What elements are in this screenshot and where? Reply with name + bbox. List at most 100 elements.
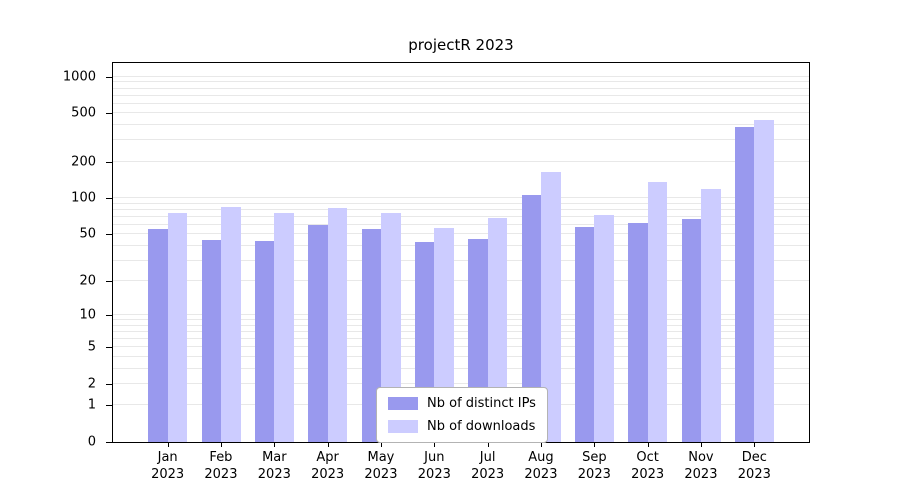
legend-label-downloads: Nb of downloads <box>427 419 536 434</box>
xtick-mark <box>594 443 596 447</box>
gridline <box>113 367 809 369</box>
xtick-label-nov: Nov 2023 <box>684 450 718 482</box>
bar-distinct-ips-feb <box>201 239 221 442</box>
ytick-mark <box>106 405 112 407</box>
bar-distinct-ips-aug <box>521 194 541 442</box>
ytick-label-500: 500 <box>71 105 96 121</box>
xtick-label-dec: Dec 2023 <box>737 450 771 482</box>
ytick-mark <box>106 234 112 236</box>
gridline <box>113 223 809 225</box>
ytick-label-10: 10 <box>79 307 96 323</box>
ytick-label-1: 1 <box>87 397 96 413</box>
gridline <box>113 314 809 316</box>
ytick-mark <box>106 161 112 163</box>
bar-distinct-ips-sep <box>574 226 595 442</box>
bar-downloads-feb <box>221 206 241 442</box>
gridline <box>113 202 809 204</box>
ytick-mark <box>106 113 112 115</box>
gridline <box>113 75 809 77</box>
legend-label-distinct-ips: Nb of distinct IPs <box>427 396 536 411</box>
xtick-mark <box>434 443 436 447</box>
ytick-label-0: 0 <box>87 434 96 450</box>
legend-swatch-downloads <box>388 420 418 433</box>
xtick-label-apr: Apr 2023 <box>311 450 345 482</box>
xtick-mark <box>221 443 222 447</box>
xtick-label-jun: Jun 2023 <box>417 450 451 482</box>
gridline <box>113 324 809 326</box>
gridline <box>113 244 809 246</box>
gridline <box>113 197 809 199</box>
xtick-label-mar: Mar 2023 <box>257 450 291 482</box>
gridline <box>113 102 809 104</box>
gridline <box>113 87 809 89</box>
gridline <box>113 112 809 114</box>
ytick-mark <box>106 442 112 443</box>
gridline <box>113 280 809 282</box>
gridline <box>113 319 809 321</box>
bar-distinct-ips-nov <box>681 219 701 442</box>
legend-swatch-distinct-ips <box>388 397 418 410</box>
gridline <box>113 259 809 261</box>
gridline <box>113 355 809 357</box>
gridline <box>113 124 809 126</box>
bar-downloads-mar <box>274 213 294 442</box>
bar-distinct-ips-dec <box>734 126 755 442</box>
bar-distinct-ips-jan <box>148 229 168 442</box>
bar-downloads-dec <box>754 120 774 442</box>
ytick-mark <box>106 76 112 78</box>
bar-distinct-ips-apr <box>308 224 328 442</box>
xtick-label-jan: Jan 2023 <box>151 450 185 482</box>
bar-downloads-jan <box>167 213 188 442</box>
gridline <box>113 160 809 162</box>
xtick-mark <box>167 443 169 447</box>
legend-item-distinct-ips: Nb of distinct IPs <box>388 396 536 411</box>
ytick-mark <box>106 383 112 385</box>
gridline <box>113 382 809 384</box>
bar-downloads-oct <box>647 182 668 442</box>
xtick-mark <box>487 443 489 447</box>
xtick-label-feb: Feb 2023 <box>204 450 238 482</box>
xtick-label-may: May 2023 <box>364 450 398 482</box>
bar-downloads-apr <box>327 208 348 442</box>
legend: Nb of distinct IPs Nb of downloads <box>376 387 548 443</box>
ytick-mark <box>106 347 112 349</box>
xtick-label-jul: Jul 2023 <box>471 450 505 482</box>
xtick-label-sep: Sep 2023 <box>577 450 611 482</box>
gridline <box>113 215 809 217</box>
bar-distinct-ips-oct <box>628 223 648 442</box>
y-axis: 0 1 2 5 10 20 50 100 200 500 1000 <box>0 63 112 450</box>
legend-item-downloads: Nb of downloads <box>388 419 536 434</box>
bar-downloads-aug <box>541 171 561 442</box>
bar-downloads-may <box>381 213 401 442</box>
gridline <box>113 208 809 210</box>
chart-title: projectR 2023 <box>408 36 514 54</box>
xtick-mark <box>701 443 702 447</box>
bar-downloads-nov <box>701 188 721 442</box>
gridline <box>113 346 809 348</box>
plot-area: Nb of distinct IPs Nb of downloads <box>112 62 810 443</box>
ytick-label-20: 20 <box>79 273 96 289</box>
xtick-mark <box>647 443 649 447</box>
gridline <box>113 94 809 96</box>
ytick-mark <box>106 281 112 283</box>
bar-distinct-ips-mar <box>254 240 275 442</box>
xtick-label-oct: Oct 2023 <box>631 450 665 482</box>
ytick-label-1000: 1000 <box>62 69 96 85</box>
bar-downloads-jul <box>487 218 508 442</box>
xtick-mark <box>327 443 329 447</box>
ytick-mark <box>106 198 112 200</box>
gridline <box>113 81 809 83</box>
ytick-label-2: 2 <box>87 376 96 392</box>
gridline <box>113 139 809 141</box>
xtick-mark <box>541 443 542 447</box>
ytick-label-200: 200 <box>71 154 96 170</box>
xtick-mark <box>381 443 382 447</box>
xtick-mark <box>274 443 276 447</box>
ytick-label-100: 100 <box>71 190 96 206</box>
bar-downloads-sep <box>594 215 614 442</box>
ytick-label-50: 50 <box>79 226 96 242</box>
gridline <box>113 233 809 235</box>
x-axis: Jan 2023 Feb 2023 Mar 2023 Apr 2023 May 2023 Jun 20… <box>113 443 809 488</box>
xtick-label-aug: Aug 2023 <box>524 450 558 482</box>
